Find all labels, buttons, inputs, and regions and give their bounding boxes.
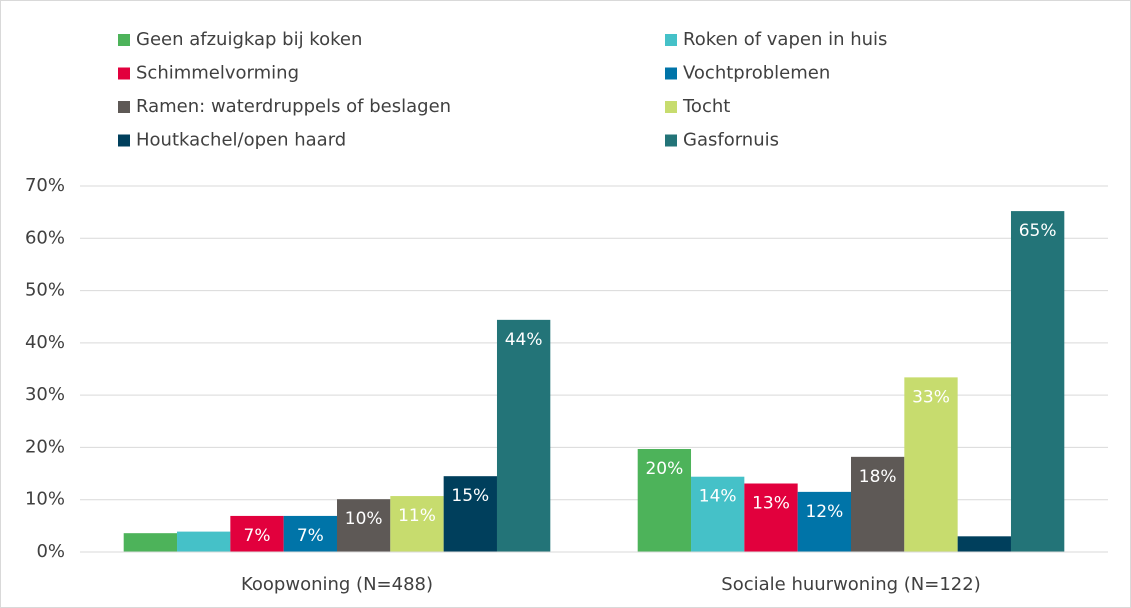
bar <box>744 483 798 552</box>
bar <box>637 448 692 552</box>
x-tick-label: Sociale huurwoning (N=122) <box>721 574 980 595</box>
bar <box>904 377 958 552</box>
bar <box>443 476 497 552</box>
x-tick-label: Koopwoning (N=488) <box>241 574 433 595</box>
bar <box>957 536 1011 552</box>
data-label: 7% <box>244 526 271 546</box>
bar <box>851 456 905 552</box>
legend-label: Ramen: waterdruppels of beslagen <box>136 96 451 117</box>
y-tick-label: 10% <box>25 489 65 510</box>
data-label: 11% <box>398 506 436 526</box>
legend-label: Roken of vapen in huis <box>683 29 887 50</box>
legend-swatch <box>665 67 677 80</box>
data-label: 20% <box>645 459 683 479</box>
bar <box>797 491 851 552</box>
data-label: 65% <box>1019 221 1057 241</box>
bar <box>691 476 745 552</box>
legend-label: Geen afzuigkap bij koken <box>136 29 362 50</box>
bar <box>283 515 337 552</box>
bar <box>337 499 391 552</box>
data-label: 7% <box>297 526 324 546</box>
bar <box>496 319 551 552</box>
data-label: 14% <box>699 487 737 507</box>
data-label: 15% <box>451 486 489 506</box>
y-tick-label: 50% <box>25 280 65 301</box>
bar <box>1010 211 1065 552</box>
legend-label: Gasfornuis <box>683 130 779 151</box>
y-tick-label: 40% <box>25 332 65 353</box>
legend-swatch <box>665 134 677 147</box>
data-label: 44% <box>505 330 543 350</box>
legend-swatch <box>665 101 677 113</box>
legend-label: Tocht <box>682 96 730 117</box>
legend-swatch <box>118 134 130 147</box>
y-tick-label: 70% <box>25 175 65 196</box>
y-tick-label: 60% <box>25 227 65 248</box>
data-label: 13% <box>752 494 790 514</box>
legend-swatch <box>118 67 130 80</box>
legend-swatch <box>118 101 130 113</box>
data-label: 33% <box>912 387 950 407</box>
y-tick-label: 30% <box>25 384 65 405</box>
bar <box>230 515 284 552</box>
bar <box>177 531 231 552</box>
legend-swatch <box>118 34 130 46</box>
legend-swatch <box>665 34 677 46</box>
legend-label: Vochtproblemen <box>683 63 830 84</box>
bar <box>123 533 178 552</box>
data-label: 18% <box>859 467 897 487</box>
data-label: 10% <box>345 509 383 529</box>
y-tick-label: 0% <box>36 541 65 562</box>
legend-label: Houtkachel/open haard <box>136 130 346 151</box>
y-tick-label: 20% <box>25 436 65 457</box>
legend-label: Schimmelvorming <box>136 63 299 84</box>
bar <box>390 496 444 552</box>
data-label: 12% <box>805 502 843 522</box>
